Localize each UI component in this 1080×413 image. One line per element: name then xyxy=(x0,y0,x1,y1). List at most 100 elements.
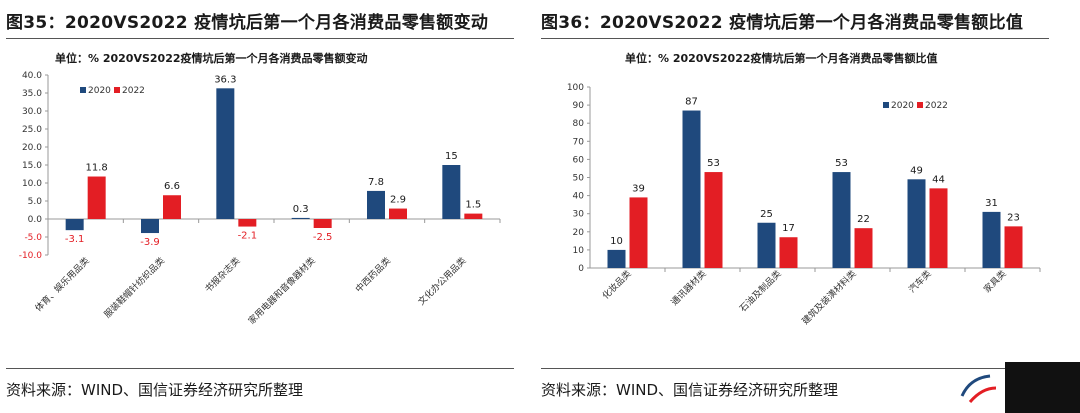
data-label-2020-3: 53 xyxy=(835,158,848,169)
bar-2022-5 xyxy=(1004,226,1023,268)
data-label-2020-3: 0.3 xyxy=(293,204,309,215)
bar-2020-5 xyxy=(982,211,1001,268)
figure-35-top-rule xyxy=(6,38,514,39)
data-label-2020-1: 87 xyxy=(685,97,698,108)
category-label-4: 汽车类 xyxy=(906,268,934,296)
y-tick-label: 80 xyxy=(573,119,585,129)
category-label-3: 建筑及装潢材料类 xyxy=(799,268,858,327)
bar-2022-0 xyxy=(629,197,648,268)
data-label-2022-4: 2.9 xyxy=(390,195,406,206)
figure-35-bar-chart: 单位：% 2020VS2022疫情坑后第一个月各消费品零售额变动 40.0 35.0… xyxy=(19,51,501,327)
data-label-2020-4: 7.8 xyxy=(368,177,384,188)
y-tick-label: 25.0 xyxy=(22,125,42,135)
bar-2020-3 xyxy=(291,217,310,219)
data-label-2020-5: 15 xyxy=(445,151,458,162)
data-label-2022-0: 11.8 xyxy=(86,163,108,174)
bar-2022-4 xyxy=(929,188,948,268)
figure-35-bottom-rule xyxy=(6,368,514,369)
chart-title: 单位：% 2020VS2022疫情坑后第一个月各消费品零售额比值 xyxy=(625,51,938,65)
y-tick-label: 10 xyxy=(573,246,585,256)
category-label-0: 化妆品类 xyxy=(600,268,634,302)
data-label-2022-4: 44 xyxy=(932,174,945,185)
legend-swatch-2020 xyxy=(80,87,86,93)
bar-2022-0 xyxy=(87,176,106,219)
figure-35-source: 资料来源：WIND、国信证券经济研究所整理 xyxy=(6,381,304,399)
legend-label-2020: 2020 xyxy=(891,101,914,111)
y-tick-label: 40.0 xyxy=(22,71,42,81)
y-tick-label: -5.0 xyxy=(24,233,42,243)
bar-2022-3 xyxy=(854,228,873,268)
data-label-2022-3: 22 xyxy=(857,214,870,225)
legend-label-2022: 2022 xyxy=(925,101,948,111)
figure-36-title: 图36：2020VS2022 疫情坑后第一个月各消费品零售额比值 xyxy=(541,13,1024,33)
bar-2022-2 xyxy=(238,219,257,227)
category-label-4: 中西药品类 xyxy=(353,255,393,295)
y-tick-label: 20.0 xyxy=(22,143,42,153)
bar-2020-5 xyxy=(442,165,461,219)
legend-label-2020: 2020 xyxy=(88,86,111,96)
y-tick-label: 60 xyxy=(573,155,585,165)
category-label-1: 服装鞋帽针纺织品类 xyxy=(101,255,167,321)
y-tick-label: 70 xyxy=(573,137,585,147)
bar-2020-3 xyxy=(832,172,851,268)
bar-2020-0 xyxy=(607,249,626,268)
y-tick-label: 20 xyxy=(573,228,585,238)
data-label-2020-0: -3.1 xyxy=(65,234,85,245)
data-label-2022-1: 53 xyxy=(707,158,720,169)
legend-swatch-2020 xyxy=(883,102,889,108)
bar-2022-1 xyxy=(163,195,181,219)
y-tick-label: 15.0 xyxy=(22,161,42,171)
data-label-2020-0: 10 xyxy=(610,236,623,247)
data-label-2020-4: 49 xyxy=(910,165,923,176)
category-label-1: 通讯器材类 xyxy=(668,268,708,308)
bar-2020-1 xyxy=(682,110,701,268)
category-label-0: 体育、娱乐用品类 xyxy=(32,255,91,314)
bar-2022-1 xyxy=(704,172,723,268)
data-label-2020-1: -3.9 xyxy=(140,237,160,248)
bar-2020-1 xyxy=(141,219,159,234)
data-label-2020-2: 36.3 xyxy=(214,74,236,85)
bar-2020-2 xyxy=(216,88,235,219)
bar-2022-4 xyxy=(389,208,407,219)
data-label-2020-2: 25 xyxy=(760,209,773,220)
y-tick-label: 40 xyxy=(573,192,585,202)
figure-36-bottom-rule xyxy=(541,368,1049,369)
y-tick-label: 5.0 xyxy=(28,197,43,207)
y-tick-label: 30 xyxy=(573,210,585,220)
legend-label-2022: 2022 xyxy=(122,86,145,96)
y-tick-label: 10.0 xyxy=(22,179,42,189)
y-tick-label: -10.0 xyxy=(19,251,43,261)
category-label-3: 家用电器和音像器材类 xyxy=(246,255,318,327)
corner-logo-mark xyxy=(960,362,1080,413)
figure-35-title: 图35：2020VS2022 疫情坑后第一个月各消费品零售额变动 xyxy=(6,13,489,33)
data-label-2022-0: 39 xyxy=(632,183,645,194)
bar-2020-2 xyxy=(757,222,776,268)
y-tick-label: 50 xyxy=(573,174,585,184)
category-label-2: 书报杂志类 xyxy=(202,255,242,295)
data-label-2022-2: 17 xyxy=(782,223,795,234)
chart-title: 单位：% 2020VS2022疫情坑后第一个月各消费品零售额变动 xyxy=(55,51,368,65)
data-label-2022-3: -2.5 xyxy=(313,232,333,243)
y-tick-label: 90 xyxy=(573,101,585,111)
y-tick-label: 0.0 xyxy=(28,215,43,225)
bar-2020-4 xyxy=(367,190,385,219)
data-label-2022-1: 6.6 xyxy=(164,181,180,192)
y-tick-label: 30.0 xyxy=(22,107,42,117)
figure-36-bar-chart: 单位：% 2020VS2022疫情坑后第一个月各消费品零售额比值 100 90 80 7… xyxy=(567,51,1041,327)
legend-swatch-2022 xyxy=(114,87,120,93)
figure-36-panel: 图36：2020VS2022 疫情坑后第一个月各消费品零售额比值 单位：% 20… xyxy=(535,0,1055,413)
bar-2022-5 xyxy=(464,213,483,219)
bar-2020-4 xyxy=(907,179,926,268)
y-tick-label: 100 xyxy=(567,83,584,93)
figure-36-top-rule xyxy=(541,38,1049,39)
data-label-2020-5: 31 xyxy=(985,198,998,209)
data-label-2022-2: -2.1 xyxy=(238,231,258,242)
category-label-5: 文化办公用品类 xyxy=(415,255,468,308)
category-label-2: 石油及制品类 xyxy=(737,268,784,315)
bar-2022-2 xyxy=(779,237,798,268)
data-label-2022-5: 1.5 xyxy=(465,200,481,211)
legend-swatch-2022 xyxy=(917,102,923,108)
bar-2020-0 xyxy=(65,219,84,231)
category-label-5: 家具类 xyxy=(981,268,1009,296)
bar-2022-3 xyxy=(313,219,332,228)
